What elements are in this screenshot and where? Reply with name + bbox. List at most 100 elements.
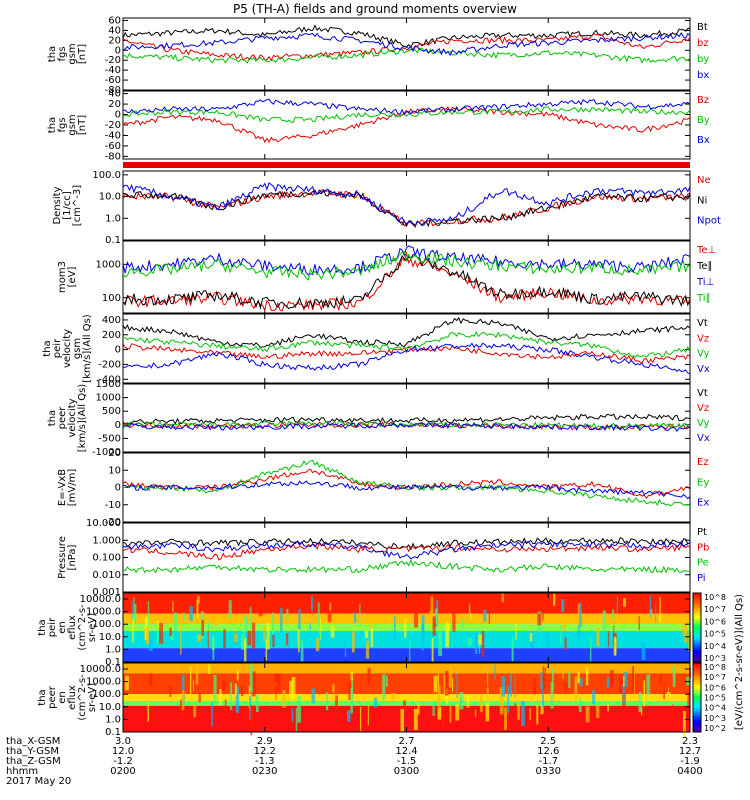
spectrogram-streak bbox=[641, 641, 646, 660]
spectrogram-streak bbox=[274, 673, 279, 682]
spectrogram-band bbox=[123, 700, 690, 706]
spectrogram-streak bbox=[391, 692, 396, 700]
spectrogram-streak bbox=[612, 609, 615, 620]
spectrogram-streak bbox=[385, 675, 388, 687]
panel-5: 400 200 0 -200 -400 tha peir velocity gsm [km/s](… bbox=[42, 313, 710, 385]
y-tick-label: 100.0 bbox=[92, 170, 121, 181]
spectrogram-streak bbox=[192, 680, 195, 692]
spectrogram-streak bbox=[350, 671, 354, 681]
panel-frame bbox=[122, 90, 691, 160]
spectrogram-streak bbox=[289, 680, 293, 698]
spectrogram-streak bbox=[241, 633, 245, 650]
y-axis-label: fgs bbox=[57, 117, 68, 132]
series-Npot bbox=[123, 181, 690, 227]
spectrogram-streak bbox=[330, 625, 335, 638]
colorbar-tick-label: 10^8 bbox=[704, 663, 726, 672]
y-tick-label: 1000.0 bbox=[86, 677, 121, 688]
series-Vz bbox=[123, 343, 690, 365]
spectrogram-streak bbox=[249, 695, 252, 720]
legend-Bz: Bz bbox=[697, 95, 709, 106]
colorbar-tick-label: 10^8 bbox=[704, 593, 726, 602]
spectrogram-streak bbox=[687, 691, 690, 709]
spectrogram-streak bbox=[643, 680, 646, 707]
spectrogram-streak bbox=[243, 616, 248, 632]
series-Ez bbox=[123, 468, 690, 500]
spectrogram-streak bbox=[149, 673, 153, 687]
y-tick-label: 1000.0 bbox=[86, 607, 121, 618]
spectrogram-streak bbox=[613, 625, 615, 647]
spectrogram-streak bbox=[367, 705, 369, 726]
spectrogram-streak bbox=[672, 704, 674, 725]
spectrogram-streak bbox=[297, 695, 302, 723]
spectrogram-streak bbox=[348, 681, 351, 701]
spectrogram-streak bbox=[560, 624, 562, 645]
spectrogram-streak bbox=[445, 622, 450, 648]
spectrogram-streak bbox=[486, 687, 489, 699]
y-axis-label: [km/s](All Qs) bbox=[82, 314, 93, 382]
spectrogram-streak bbox=[553, 593, 556, 606]
colorbar-tick-label: 10^5 bbox=[704, 694, 726, 703]
footer-value: 3.0 bbox=[115, 736, 131, 747]
spectrogram-streak bbox=[282, 690, 286, 708]
y-tick-label: 10.0 bbox=[99, 702, 121, 713]
colorbar-label: [eV/(cm^2-s-sr-eV)](All Qs) bbox=[734, 594, 745, 730]
footer-value: 0230 bbox=[252, 766, 278, 777]
spectrogram-band bbox=[123, 624, 690, 631]
spectrogram-streak bbox=[432, 702, 435, 716]
spectrogram-streak bbox=[592, 690, 596, 705]
footer-value: 0200 bbox=[110, 766, 136, 777]
spectrogram-streak bbox=[132, 616, 134, 643]
series-bx bbox=[123, 32, 690, 57]
colorbar-tick-label: 10^7 bbox=[704, 673, 726, 682]
spectrogram-streak bbox=[291, 708, 294, 723]
y-tick-label: -20 bbox=[105, 55, 121, 66]
y-tick-label: -1000 bbox=[92, 447, 121, 458]
y-axis-label: tha bbox=[47, 46, 58, 62]
spectrogram-streak bbox=[309, 623, 312, 631]
spectrogram-streak bbox=[682, 711, 686, 738]
panel-6: 1500 1000 500 0 -500 -1000 tha peer velocity [km/… bbox=[47, 379, 710, 458]
spectrogram-streak bbox=[618, 677, 623, 694]
y-axis-label: [km/s](All Qs) bbox=[77, 384, 88, 452]
spectrogram-streak bbox=[546, 633, 549, 649]
legend-Te⊥: Te⊥ bbox=[696, 245, 716, 256]
spectrogram-streak bbox=[470, 613, 472, 621]
spectrogram-streak bbox=[181, 690, 185, 710]
spectrogram-streak bbox=[183, 612, 185, 621]
series-By bbox=[123, 106, 690, 123]
series-by bbox=[123, 47, 690, 64]
y-tick-label: -60 bbox=[105, 75, 121, 86]
colorbar-tick-label: 10^3 bbox=[704, 654, 726, 663]
spectrogram-streak bbox=[659, 673, 662, 686]
spectrogram-streak bbox=[682, 618, 685, 636]
spectrogram-streak bbox=[418, 594, 422, 606]
y-tick-label: 1000 bbox=[96, 259, 121, 270]
spectrogram-streak bbox=[124, 675, 129, 691]
series-Vt bbox=[123, 413, 690, 426]
spectrogram-streak bbox=[197, 595, 200, 604]
spectrogram-streak bbox=[249, 606, 252, 628]
spectrogram-streak bbox=[382, 674, 386, 701]
y-axis-label: tha bbox=[42, 340, 53, 356]
y-tick-label: 1.000 bbox=[92, 535, 121, 546]
spectrogram-streak bbox=[223, 629, 226, 649]
spectrogram-streak bbox=[300, 640, 304, 662]
y-tick-label: 10.000 bbox=[86, 518, 121, 529]
spectrogram-streak bbox=[578, 697, 582, 712]
spectrogram-streak bbox=[529, 632, 533, 642]
spectrogram-streak bbox=[537, 613, 542, 626]
spectrogram-streak bbox=[369, 616, 372, 630]
series-Vx bbox=[123, 342, 690, 375]
y-tick-label: -80 bbox=[105, 151, 121, 162]
footer-value: 0300 bbox=[393, 766, 420, 777]
spectrogram-streak bbox=[487, 671, 489, 688]
y-axis-label: E=-VxB bbox=[57, 469, 68, 506]
footer-value: 12.7 bbox=[678, 746, 702, 757]
spectrogram-streak bbox=[488, 599, 490, 624]
plot-title: P5 (TH-A) fields and ground moments over… bbox=[233, 2, 517, 16]
series-Vt bbox=[123, 316, 690, 348]
series-Pe bbox=[123, 558, 690, 574]
series-Vx bbox=[123, 421, 690, 433]
